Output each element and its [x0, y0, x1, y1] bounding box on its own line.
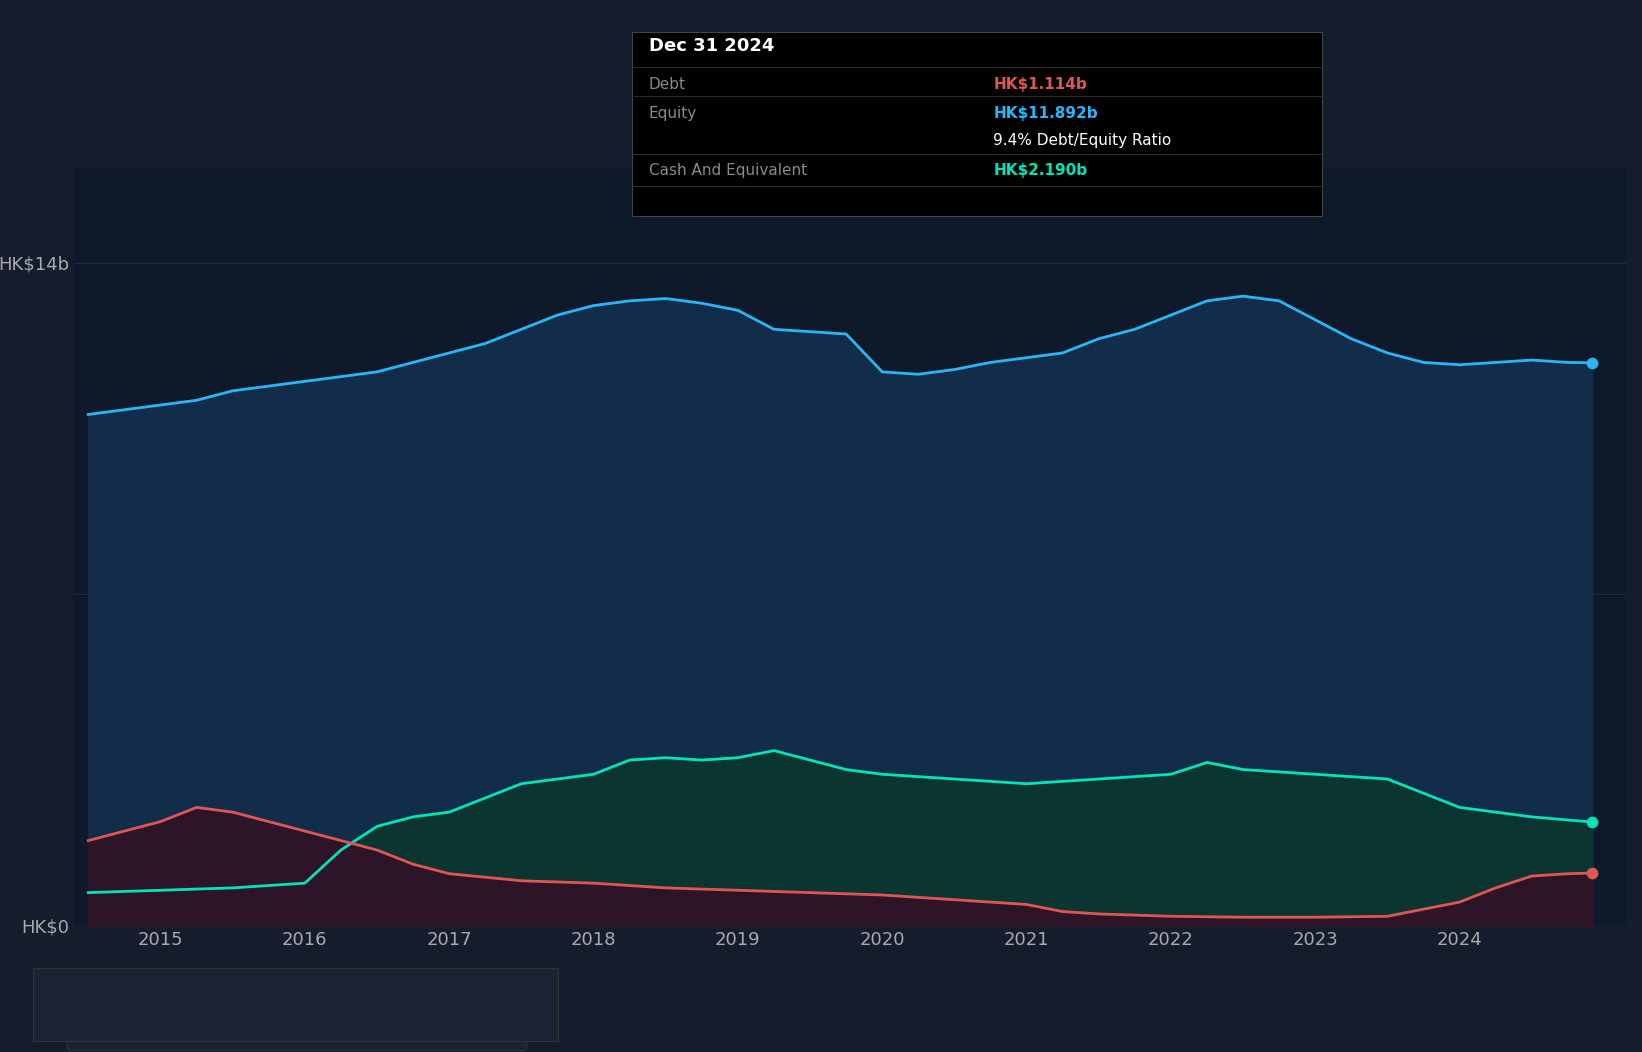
Text: Dec 31 2024: Dec 31 2024 [649, 37, 773, 55]
Text: HK$11.892b: HK$11.892b [993, 105, 1098, 121]
Point [1580, 813, 1606, 830]
Text: 9.4% Debt/Equity Ratio: 9.4% Debt/Equity Ratio [993, 133, 1172, 147]
Point [1580, 865, 1606, 882]
Text: Equity: Equity [649, 105, 696, 121]
Text: Cash And Equivalent: Cash And Equivalent [649, 163, 806, 178]
Text: HK$1.114b: HK$1.114b [993, 77, 1087, 92]
Legend: Debt, Equity, Cash And Equivalent: Debt, Equity, Cash And Equivalent [67, 1012, 525, 1050]
Point [1580, 355, 1606, 371]
Text: Debt: Debt [649, 77, 686, 92]
Text: HK$2.190b: HK$2.190b [993, 163, 1087, 178]
